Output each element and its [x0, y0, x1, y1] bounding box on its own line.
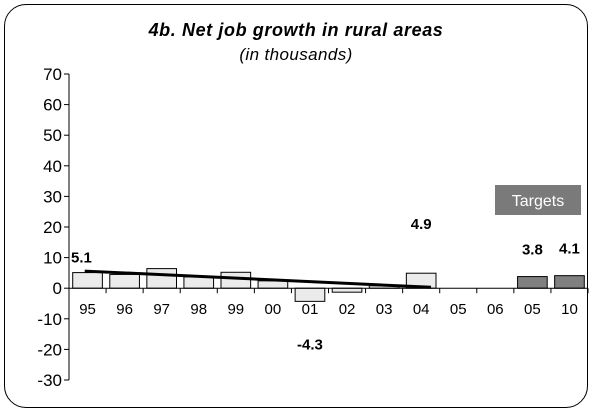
data-label: 3.8 [522, 242, 543, 259]
trend-line-group [84, 269, 432, 289]
target-bar [517, 276, 548, 289]
x-tick-label: 02 [339, 301, 356, 318]
y-tick-label: -20 [37, 340, 62, 359]
y-tick-label: 60 [43, 96, 62, 115]
historical-bar [72, 272, 103, 289]
x-tick-label: 96 [116, 301, 133, 318]
historical-bar [257, 280, 289, 289]
historical-bar [146, 268, 178, 289]
target-bar [554, 275, 585, 289]
targets-box [495, 185, 581, 215]
chart-title: 4b. Net job growth in rural areas [148, 20, 444, 40]
y-tick-label: 40 [43, 157, 62, 176]
x-tick-label: 03 [376, 301, 393, 318]
y-tick-label: 10 [43, 249, 62, 268]
y-tick-label: 20 [43, 218, 62, 237]
y-tick-label: 50 [43, 126, 62, 145]
x-axis: 95 96 97 98 99 00 01 02 03 04 05 06 05 10 [68, 287, 589, 318]
x-tick-label: 99 [227, 301, 244, 318]
y-tick-label: -10 [37, 310, 62, 329]
y-tick-label: 70 [43, 65, 62, 84]
trend-line [84, 269, 432, 289]
chart-subtitle: (in thousands) [239, 45, 353, 64]
data-label: 4.1 [559, 241, 580, 258]
y-tick-label: 0 [53, 279, 62, 298]
x-tick-label: 95 [79, 301, 96, 318]
y-axis: 70 60 50 40 30 20 10 0 -10 -20 -30 [37, 65, 70, 390]
x-tick-label: 05 [524, 301, 541, 318]
targets-text: Targets [512, 193, 564, 210]
historical-bar [183, 276, 215, 289]
x-tick-label: 98 [190, 301, 207, 318]
x-tick-label: 06 [487, 301, 504, 318]
y-tick-label: -30 [37, 371, 62, 390]
x-tick-label: 97 [153, 301, 170, 318]
bar-chart: 70 60 50 40 30 20 10 0 -10 -20 -30 95 96 97 98 99 00 01 0… [37, 65, 589, 390]
data-label: -4.3 [297, 336, 323, 353]
x-tick-label: 04 [413, 301, 430, 318]
x-tick-label: 00 [265, 301, 282, 318]
chart-frame [4, 4, 588, 408]
x-tick-label: 10 [561, 301, 578, 318]
historical-bar [294, 287, 326, 302]
y-tick-label: 30 [43, 187, 62, 206]
x-tick-label: 01 [302, 301, 319, 318]
data-label: 4.9 [411, 216, 432, 233]
data-label: 5.1 [71, 250, 92, 267]
historical-bar [331, 287, 363, 293]
x-tick-label: 05 [450, 301, 467, 318]
targets-label: Targets [495, 185, 581, 215]
historical-bar [109, 273, 140, 289]
data-labels: 5.1 -4.3 4.9 3.8 4.1 [71, 216, 580, 353]
historical-bar [220, 271, 252, 289]
